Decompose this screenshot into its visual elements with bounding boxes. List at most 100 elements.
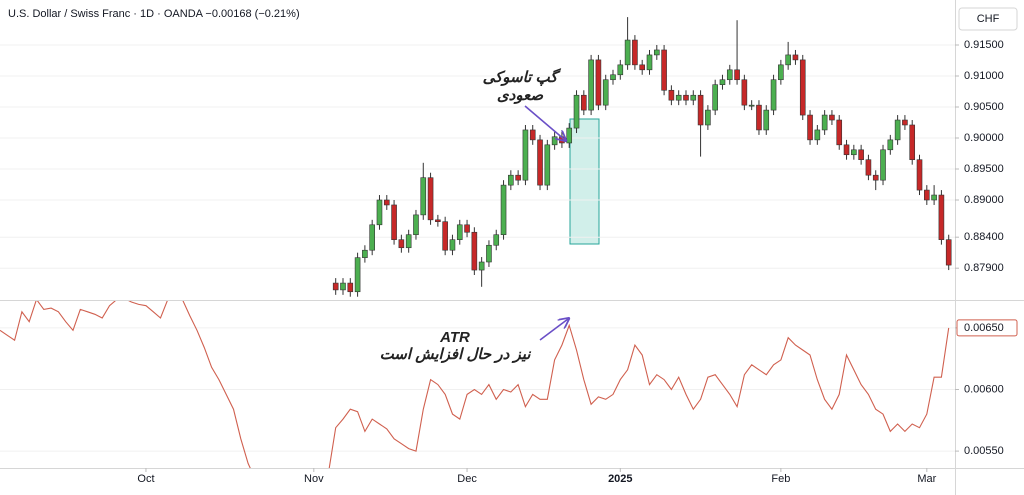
x-tick-label: Feb [771,473,790,485]
candle-body [705,109,711,126]
candle-body [785,54,791,66]
candle-body [807,114,813,141]
candle-body [529,129,536,141]
axes: 0.91500 0.91000 0.90500 0.90000 0.89500 0.890… [137,39,1018,485]
atr-line [0,301,950,468]
candle-body [340,282,346,291]
annotation-arrow [539,319,568,341]
candle-body [544,144,551,186]
candle-body [478,261,485,271]
candle-body [770,79,777,111]
candle-body [595,59,602,106]
candle-body [726,69,733,81]
candle-body [916,159,923,191]
annotation: نیز در حال افزایش است [380,346,532,363]
candle-body [821,114,828,131]
candle-body [588,59,594,111]
candle-body [500,184,507,236]
candle-body [683,94,689,101]
candle-body [675,94,682,101]
y-tick-label: 0.90500 [964,101,1004,113]
annotation: گپ تاسوکی [483,68,562,86]
currency[interactable]: CHF [977,13,1000,25]
candle-body [471,231,478,271]
candle-body [602,79,609,106]
candle-body [624,39,631,66]
last-value-label: 0.00650 [964,322,1004,334]
x-tick-label: Mar [917,473,936,485]
candle-body [486,244,492,263]
candle-body [851,149,857,156]
candle-body [945,239,952,266]
candle-body [887,139,894,151]
candle-body [931,194,937,201]
candle-body [398,239,405,249]
candle-body [456,224,463,240]
candle-body [938,194,945,240]
last-value-badge [956,319,1018,337]
candle-body [748,104,755,107]
candle-body [508,174,514,186]
candle-body [369,224,375,251]
candle-body [639,64,645,71]
x-tick-label: Dec [457,473,477,485]
candle-body [756,104,762,131]
candle-body [734,69,740,81]
y-tick-label: 0.88400 [964,231,1004,243]
candle-body [741,79,748,106]
candle-body [894,119,901,141]
candle-body [829,114,835,121]
candle-body [566,127,573,144]
candle-body [814,129,821,141]
candle-body [551,136,558,146]
atr-pane [0,301,955,468]
x-tick-label: 2025 [608,473,632,485]
candle-body [435,219,441,222]
candle-body [763,109,770,131]
candle-body [858,149,864,161]
candle-body [836,119,843,146]
candle-body [924,189,930,201]
candle-body [646,54,653,71]
candle-body [661,49,667,91]
candle-body [632,39,638,66]
candle-body [332,282,339,291]
candle-body [354,257,361,293]
candle-body [902,119,908,126]
annotation: صعودی [497,87,544,104]
y-tick-label: 0.00550 [964,445,1004,457]
candle-body [347,282,354,293]
x-tick-label: Nov [304,473,324,485]
candle-body [537,139,543,186]
candle-body [522,129,529,181]
price-pane [0,17,955,297]
y-tick-label: 0.91000 [964,70,1004,82]
candle-body [843,144,850,156]
candle-body [653,49,660,56]
y-tick-label: 0.91500 [964,39,1004,51]
candle-body [799,59,806,116]
candle-body [464,224,470,233]
candle-body [427,177,434,221]
gap-highlight [569,118,600,245]
candle-body [610,74,616,81]
y-tick-label: 0.89500 [964,163,1004,175]
annotation: ATR [439,329,470,346]
candle-body [581,94,587,111]
candle-body [909,124,916,161]
chart-title: U.S. Dollar / Swiss Franc · 1D · OANDA −… [8,8,300,20]
currency-box[interactable] [958,7,1018,31]
candle-body [690,94,697,101]
candle-body [493,234,500,246]
candle-body [376,199,383,226]
y-tick-label: 0.90000 [964,132,1004,144]
candle-body [712,84,718,111]
candle-body [383,199,390,206]
y-tick-label: 0.00600 [964,383,1004,395]
candle-body [865,159,872,176]
candle-body [872,174,879,181]
candle-body [405,234,412,249]
candle-body [442,221,448,251]
